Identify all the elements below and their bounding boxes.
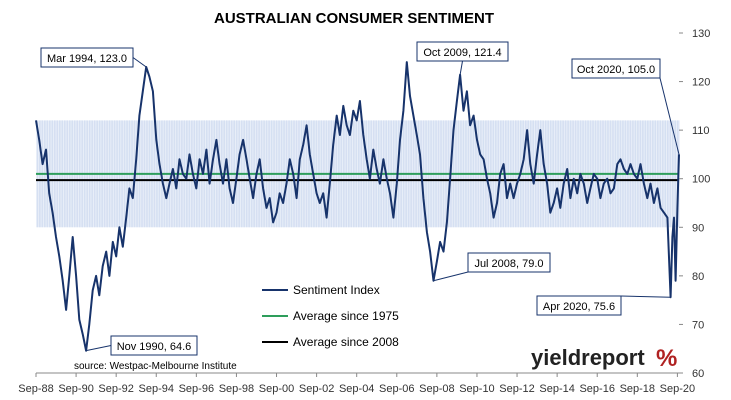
- annotation-leader: [433, 271, 469, 282]
- annotation-label: Jul 2008, 79.0: [474, 258, 543, 270]
- annotation-label: Oct 2009, 121.4: [423, 47, 501, 59]
- x-tick-label: Sep-92: [98, 383, 133, 395]
- x-tick-label: Sep-94: [139, 383, 174, 395]
- annotation-label: Nov 1990, 64.6: [117, 341, 192, 353]
- x-tick-label: Sep-88: [18, 383, 53, 395]
- x-tick-label: Sep-14: [539, 383, 574, 395]
- y-tick-label: 80: [692, 271, 704, 283]
- annotation-label: Oct 2020, 105.0: [577, 64, 655, 76]
- x-tick-label: Sep-90: [58, 383, 93, 395]
- y-tick-label: 60: [692, 368, 704, 380]
- annotation-leader: [659, 77, 680, 155]
- x-tick-label: Sep-02: [299, 383, 334, 395]
- annotation-box: [40, 47, 134, 68]
- annotation-label: Apr 2020, 75.6: [543, 301, 615, 313]
- x-tick-label: Sep-96: [179, 383, 214, 395]
- x-tick-label: Sep-00: [259, 383, 294, 395]
- x-tick-label: Sep-20: [660, 383, 695, 395]
- x-tick-label: Sep-10: [459, 383, 494, 395]
- annotation-box: [110, 335, 198, 356]
- annotation-box: [536, 295, 622, 316]
- legend-label-avg-2008: Average since 2008: [293, 335, 399, 349]
- annotation-leader: [459, 60, 463, 75]
- x-tick-label: Sep-06: [379, 383, 414, 395]
- axis-layer: 60 70 80 90 100 110 120 130 Sep-88 Sep-90 Sep-92 Se…: [18, 28, 710, 395]
- chart-title: AUSTRALIAN CONSUMER SENTIMENT: [214, 10, 494, 27]
- series-layer: [35, 61, 680, 352]
- x-tick-label: Sep-12: [499, 383, 534, 395]
- brand-name: yieldreport: [531, 345, 645, 370]
- source-note: source: Westpac-Melbourne Institute: [74, 361, 237, 372]
- annotation-box: [416, 41, 509, 62]
- x-tick-label: Sep-18: [620, 383, 655, 395]
- y-tick-label: 130: [692, 28, 710, 40]
- y-tick-label: 70: [692, 319, 704, 331]
- annotation-box: [571, 58, 661, 79]
- y-tick-label: 110: [692, 125, 710, 137]
- legend-label-avg-1975: Average since 1975: [293, 309, 399, 323]
- legend: Sentiment Index Average since 1975 Avera…: [262, 283, 399, 349]
- annotation-layer: Mar 1994, 123.0 Nov 1990, 64.6 Oct 2009, 1…: [40, 41, 680, 356]
- sentiment-index-line: [35, 61, 680, 352]
- y-tick-label: 90: [692, 222, 704, 234]
- annotation-box: [467, 252, 551, 273]
- x-tick-label: Sep-08: [419, 383, 454, 395]
- annotation-label: Mar 1994, 123.0: [47, 53, 127, 65]
- annotation-leader: [86, 345, 112, 352]
- y-tick-label: 120: [692, 77, 710, 89]
- x-tick-label: Sep-98: [219, 383, 254, 395]
- x-tick-label: Sep-16: [579, 383, 614, 395]
- y-tick-label: 100: [692, 174, 710, 186]
- legend-label-sentiment: Sentiment Index: [293, 283, 380, 297]
- annotation-leader: [132, 57, 147, 68]
- average-lines: [36, 172, 679, 182]
- yieldreport-logo: yieldreport %: [531, 345, 677, 372]
- annotation-leader: [620, 295, 671, 298]
- x-tick-label: Sep-04: [339, 383, 374, 395]
- brand-percent: %: [656, 345, 677, 372]
